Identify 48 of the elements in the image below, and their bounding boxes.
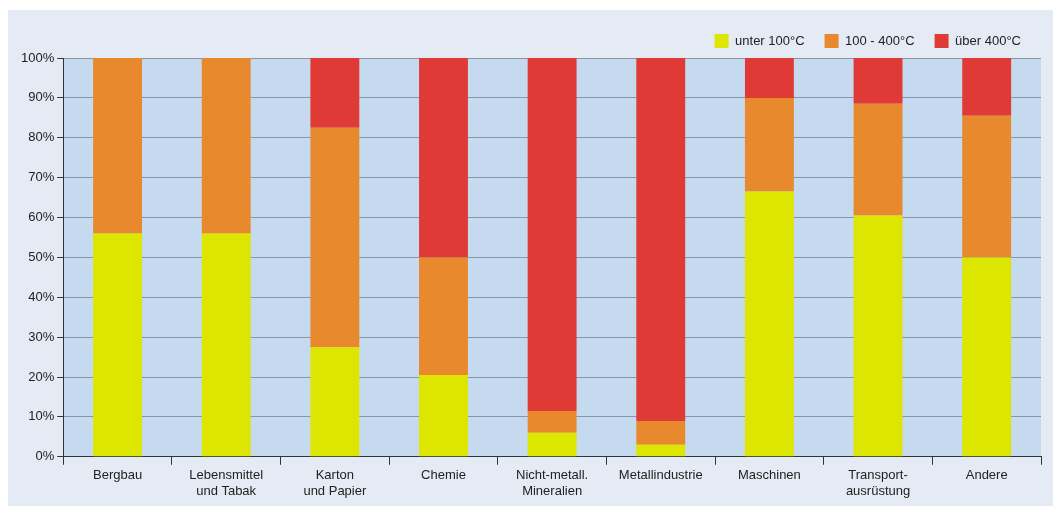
y-tick-label: 30% bbox=[28, 328, 55, 344]
bar bbox=[962, 257, 1012, 457]
legend-label: unter 100°C bbox=[735, 32, 805, 48]
x-tick-label: Nicht-metall. Mineralien bbox=[516, 467, 589, 498]
x-tick-label: Lebensmittel und Tabak bbox=[189, 467, 264, 498]
x-tick-label: Andere bbox=[965, 467, 1008, 483]
y-tick-label: 90% bbox=[28, 89, 55, 105]
bar bbox=[744, 58, 794, 98]
bar bbox=[636, 420, 686, 445]
x-tick-label: Maschinen bbox=[737, 467, 801, 483]
legend-label: 100 - 400°C bbox=[845, 32, 915, 48]
x-tick-label: Karton und Papier bbox=[303, 467, 367, 498]
bar bbox=[744, 191, 794, 457]
bar bbox=[93, 58, 143, 234]
y-tick-label: 0% bbox=[35, 448, 55, 464]
bar bbox=[527, 58, 577, 411]
x-tick-label: Metallindustrie bbox=[618, 467, 703, 483]
bar bbox=[853, 215, 903, 457]
y-tick-label: 20% bbox=[28, 368, 55, 384]
bar bbox=[310, 58, 360, 128]
bar bbox=[853, 103, 903, 216]
bar bbox=[527, 410, 577, 433]
legend-label: über 400°C bbox=[955, 32, 1022, 48]
bar bbox=[201, 58, 251, 234]
bar bbox=[962, 115, 1012, 258]
bar bbox=[853, 58, 903, 104]
y-tick-label: 60% bbox=[28, 209, 55, 225]
bar bbox=[527, 432, 577, 457]
y-tick-label: 70% bbox=[28, 169, 55, 185]
bar bbox=[419, 58, 468, 258]
x-tick-label: Transport- ausrüstung bbox=[845, 467, 911, 498]
x-tick-label: Bergbau bbox=[92, 467, 143, 483]
bar bbox=[636, 444, 686, 457]
y-tick-label: 100% bbox=[21, 49, 55, 65]
bar bbox=[310, 347, 360, 457]
y-tick-label: 10% bbox=[28, 408, 55, 424]
bar bbox=[419, 375, 468, 457]
bar bbox=[636, 58, 686, 421]
bar bbox=[962, 58, 1012, 116]
bar bbox=[419, 257, 468, 376]
bar bbox=[93, 233, 143, 457]
bar bbox=[201, 233, 251, 457]
x-tick-label: Chemie bbox=[421, 467, 466, 483]
y-tick-label: 80% bbox=[28, 129, 55, 145]
y-tick-label: 50% bbox=[28, 248, 55, 264]
bar bbox=[744, 97, 794, 192]
y-tick-label: 40% bbox=[28, 288, 55, 304]
bar bbox=[310, 127, 360, 348]
